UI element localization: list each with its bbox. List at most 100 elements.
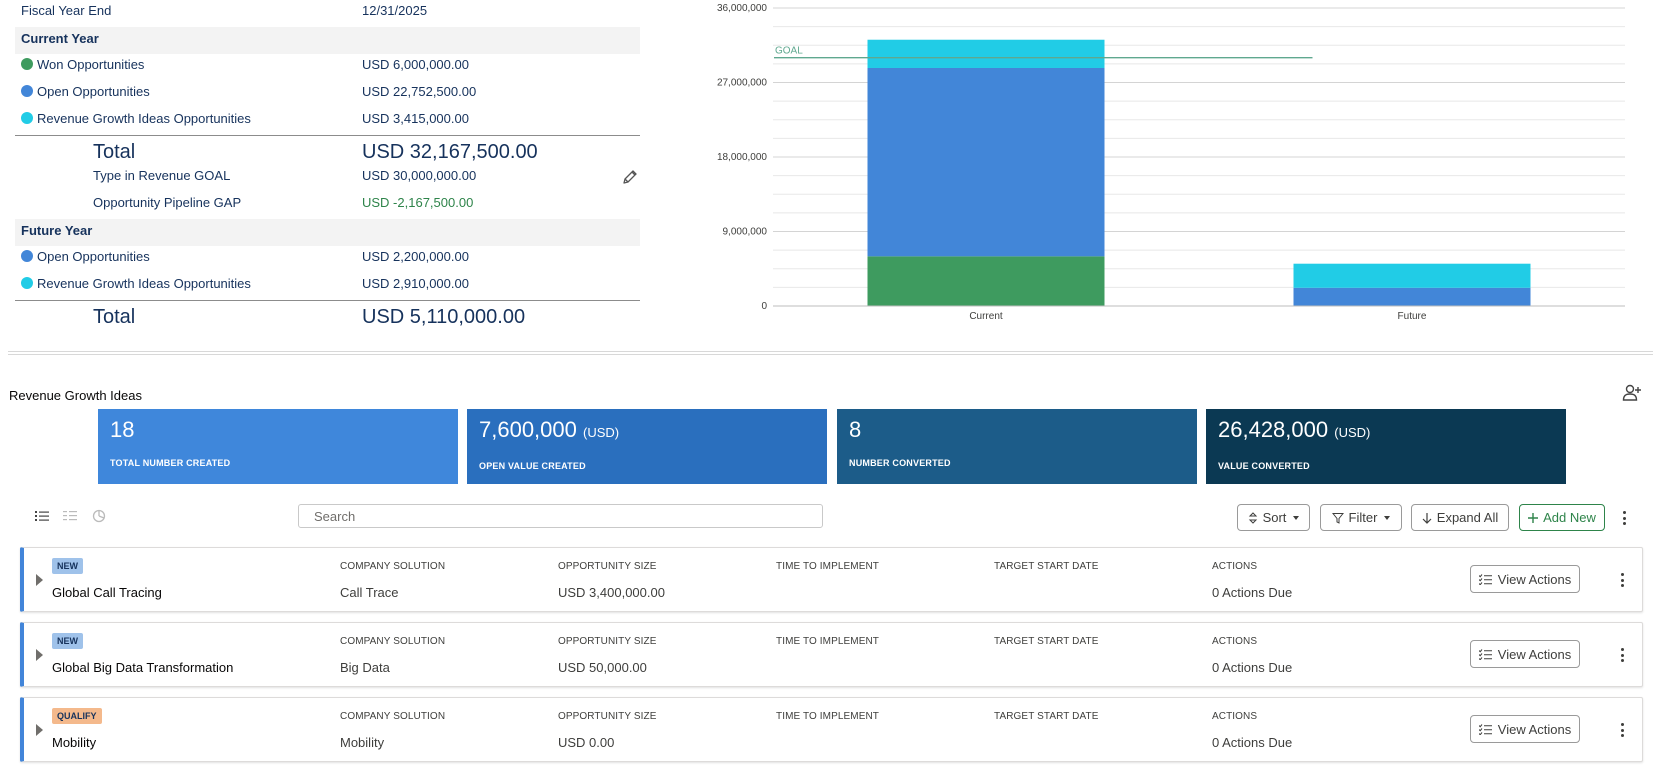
y-tick-label: 27,000,000 <box>717 78 767 89</box>
kpi-value: 18 <box>110 417 135 442</box>
column-header-solution: COMPANY SOLUTION <box>340 561 446 572</box>
idea-card[interactable]: NEW Global Call Tracing COMPANY SOLUTION… <box>20 547 1643 612</box>
open-legend-dot-icon <box>21 85 33 97</box>
checklist-icon <box>1478 648 1492 660</box>
current-total-label: Total <box>93 141 136 163</box>
filter-icon <box>1331 512 1344 524</box>
kpi-open-value[interactable]: 7,600,000 (USD) OPEN VALUE CREATED <box>467 409 827 484</box>
idea-solution: Mobility <box>340 735 385 750</box>
future-year-heading: Future Year <box>21 223 93 238</box>
kpi-value: 26,428,000 <box>1218 417 1329 442</box>
y-tick-label: 0 <box>761 301 767 312</box>
view-actions-label: View Actions <box>1497 721 1572 737</box>
view-actions-button[interactable]: View Actions <box>1470 715 1580 743</box>
x-tick-label: Current <box>969 311 1003 322</box>
gap-label: Opportunity Pipeline GAP <box>93 195 242 210</box>
sort-label: Sort <box>1262 510 1287 525</box>
current-won-row: Won Opportunities USD 6,000,000.00 <box>15 54 640 81</box>
summary-table: Fiscal Year End 12/31/2025 Current Year … <box>15 0 640 330</box>
expand-triangle-icon[interactable] <box>36 724 43 736</box>
idea-solution: Call Trace <box>340 585 399 600</box>
bar-segment <box>867 256 1105 306</box>
expand-triangle-icon[interactable] <box>36 649 43 661</box>
future-total-row: Total USD 5,110,000.00 <box>15 300 640 330</box>
idea-card[interactable]: QUALIFY Mobility COMPANY SOLUTION Mobili… <box>20 697 1643 762</box>
kpi-unit: (USD) <box>1334 425 1371 440</box>
arrow-down-icon <box>1422 512 1432 524</box>
pipeline-chart-svg: 0 9,000,000 18,000,000 27,000,000 36,000,000… <box>717 3 1625 322</box>
kpi-caption: TOTAL NUMBER CREATED <box>110 458 231 468</box>
kpi-value-converted[interactable]: 26,428,000 (USD) VALUE CONVERTED <box>1206 409 1566 484</box>
row-more-icon[interactable] <box>1621 723 1625 737</box>
kpi-caption: VALUE CONVERTED <box>1218 461 1310 471</box>
expand-triangle-icon[interactable] <box>36 574 43 586</box>
column-header-solution: COMPANY SOLUTION <box>340 711 446 722</box>
column-header-start: TARGET START DATE <box>994 711 1099 722</box>
more-options-icon[interactable] <box>1623 511 1627 525</box>
column-header-size: OPPORTUNITY SIZE <box>558 636 657 647</box>
y-tick-label: 18,000,000 <box>717 152 767 163</box>
add-user-icon[interactable] <box>1622 384 1642 402</box>
edit-goal-pencil-icon[interactable] <box>622 169 638 185</box>
future-total-label: Total <box>93 306 136 328</box>
idea-name: Global Call Tracing <box>52 585 162 600</box>
future-total-value: USD 5,110,000.00 <box>362 306 526 328</box>
idea-actions-due: 0 Actions Due <box>1212 585 1293 600</box>
column-header-start: TARGET START DATE <box>994 561 1099 572</box>
y-tick-label: 36,000,000 <box>717 3 767 14</box>
bar-segment <box>1293 263 1531 288</box>
table-view-icon[interactable] <box>63 509 77 523</box>
current-total-value: USD 32,167,500.00 <box>362 141 538 163</box>
kpi-total-created[interactable]: 18 TOTAL NUMBER CREATED <box>98 409 458 484</box>
view-actions-button[interactable]: View Actions <box>1470 565 1580 593</box>
column-header-solution: COMPANY SOLUTION <box>340 636 446 647</box>
pipeline-chart: 0 9,000,000 18,000,000 27,000,000 36,000,000… <box>680 0 1630 330</box>
current-open-value: USD 22,752,500.00 <box>362 84 477 99</box>
fiscal-year-end-label: Fiscal Year End <box>21 3 112 18</box>
kpi-unit: (USD) <box>583 425 620 440</box>
future-year-heading-row: Future Year <box>15 219 640 246</box>
column-header-actions: ACTIONS <box>1212 636 1258 647</box>
bar-segment <box>867 39 1105 68</box>
add-new-button[interactable]: Add New <box>1519 504 1605 531</box>
current-rgi-row: Revenue Growth Ideas Opportunities USD 3… <box>15 108 640 135</box>
current-open-label: Open Opportunities <box>37 84 150 99</box>
row-more-icon[interactable] <box>1621 648 1625 662</box>
current-open-row: Open Opportunities USD 22,752,500.00 <box>15 81 640 108</box>
future-rgi-row: Revenue Growth Ideas Opportunities USD 2… <box>15 273 640 300</box>
goal-row: Type in Revenue GOAL USD 30,000,000.00 <box>15 165 640 192</box>
idea-size: USD 0.00 <box>558 735 615 750</box>
goal-label: GOAL <box>775 46 803 57</box>
future-rgi-label: Revenue Growth Ideas Opportunities <box>37 276 251 291</box>
checklist-icon <box>1478 573 1492 585</box>
expand-all-button[interactable]: Expand All <box>1411 504 1509 531</box>
status-badge: QUALIFY <box>52 708 102 724</box>
chevron-down-icon <box>1293 515 1300 520</box>
idea-card[interactable]: NEW Global Big Data Transformation COMPA… <box>20 622 1643 687</box>
current-rgi-label: Revenue Growth Ideas Opportunities <box>37 111 251 126</box>
idea-actions-due: 0 Actions Due <box>1212 660 1293 675</box>
y-tick-label: 9,000,000 <box>723 227 768 238</box>
column-header-actions: ACTIONS <box>1212 561 1258 572</box>
sort-button[interactable]: Sort <box>1237 504 1310 531</box>
fiscal-year-end-value: 12/31/2025 <box>362 3 428 18</box>
chart-view-icon[interactable] <box>92 509 106 523</box>
section-divider <box>8 354 1653 355</box>
search-input[interactable] <box>298 504 823 528</box>
future-rgi-value: USD 2,910,000.00 <box>362 276 469 291</box>
row-more-icon[interactable] <box>1621 573 1625 587</box>
plus-icon <box>1528 512 1539 523</box>
column-header-size: OPPORTUNITY SIZE <box>558 711 657 722</box>
list-view-icon[interactable] <box>35 509 49 523</box>
column-header-time: TIME TO IMPLEMENT <box>776 711 880 722</box>
view-actions-button[interactable]: View Actions <box>1470 640 1580 668</box>
idea-name: Mobility <box>52 735 97 750</box>
column-header-time: TIME TO IMPLEMENT <box>776 636 880 647</box>
goal-label: Type in Revenue GOAL <box>93 168 231 183</box>
kpi-caption: NUMBER CONVERTED <box>849 458 951 468</box>
view-actions-label: View Actions <box>1497 646 1572 662</box>
column-header-size: OPPORTUNITY SIZE <box>558 561 657 572</box>
filter-button[interactable]: Filter <box>1320 504 1402 531</box>
column-header-actions: ACTIONS <box>1212 711 1258 722</box>
kpi-number-converted[interactable]: 8 NUMBER CONVERTED <box>837 409 1197 484</box>
